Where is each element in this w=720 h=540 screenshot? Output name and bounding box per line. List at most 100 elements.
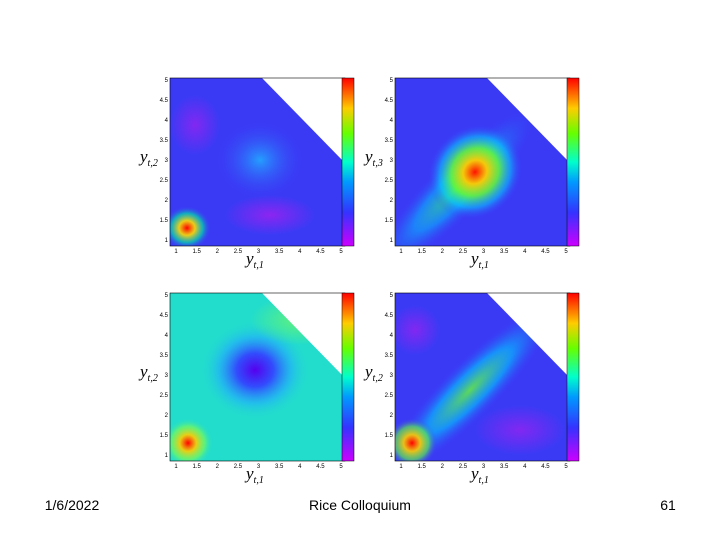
x-tick-label: 1.5 xyxy=(417,464,426,470)
x-tick-label: 3 xyxy=(482,464,486,470)
x-tick-label: 1.5 xyxy=(192,249,201,255)
heatmap-blob xyxy=(395,305,440,355)
x-tick-label: 2.5 xyxy=(234,464,243,470)
x-tick-label: 1 xyxy=(174,464,178,470)
y-tick-label: 1.5 xyxy=(160,433,169,439)
heatmap-blob xyxy=(200,320,310,420)
y-tick-label: 4.5 xyxy=(385,98,394,104)
y-tick-label: 1 xyxy=(390,453,394,459)
heatmap xyxy=(395,78,570,246)
x-tick-label: 2 xyxy=(441,464,445,470)
x-tick-label: 3.5 xyxy=(275,464,284,470)
heatmap xyxy=(170,78,345,246)
x-tick-label: 1 xyxy=(174,249,178,255)
y-tick-label: 2.5 xyxy=(160,393,169,399)
x-tick-label: 1 xyxy=(399,249,403,255)
empty-region xyxy=(487,293,570,378)
heatmap-panel: 1 1.5 2 2.5 3 3.5 4 4.5 511.522.533.544.55yt,1yt… xyxy=(138,292,355,486)
x-tick-label: 2 xyxy=(216,464,220,470)
x-tick-label: 2 xyxy=(216,249,220,255)
y-tick-label: 2.5 xyxy=(385,393,394,399)
x-tick-label: 2.5 xyxy=(234,249,243,255)
x-tick-label: 4.5 xyxy=(541,464,550,470)
heatmap-panel: 1 1.5 2 2.5 3 3.5 4 4.5 511.522.533.544.55yt,1yt… xyxy=(138,77,355,271)
x-tick-label: 4.5 xyxy=(316,249,325,255)
axis-var: y xyxy=(138,362,148,381)
x-tick-label: 4 xyxy=(298,249,302,255)
color-bar xyxy=(341,292,355,462)
axis-var: y xyxy=(244,249,254,268)
heatmap-blob xyxy=(475,405,565,455)
y-tick-label: 2 xyxy=(390,413,394,419)
x-tick-label: 3.5 xyxy=(500,249,509,255)
y-tick-label: 3.5 xyxy=(385,138,394,144)
heatmap-blob xyxy=(170,206,211,246)
footer-title: Rice Colloquium xyxy=(309,497,411,513)
x-tick-label: 4.5 xyxy=(316,464,325,470)
heatmap-blob xyxy=(427,124,523,220)
axis-var: y xyxy=(363,362,373,381)
y-tick-label: 3.5 xyxy=(385,353,394,359)
axis-sub: t,1 xyxy=(254,260,264,271)
y-tick-label: 5 xyxy=(390,293,394,299)
y-tick-label: 3.5 xyxy=(160,138,169,144)
x-tick-label: 3 xyxy=(257,464,261,470)
axis-sub: t,1 xyxy=(479,475,489,486)
x-tick-label: 5 xyxy=(339,464,343,470)
y-tick-label: 4.5 xyxy=(160,313,169,319)
heatmap-panel: 1 1.5 2 2.5 3 3.5 4 4.5 511.522.533.544.55yt,1yt… xyxy=(363,77,580,271)
y-tick-label: 5 xyxy=(390,78,394,84)
color-bar xyxy=(566,77,580,247)
y-tick-label: 3 xyxy=(165,373,169,379)
color-bar xyxy=(566,292,580,462)
y-tick-label: 1 xyxy=(165,453,169,459)
x-tick-label: 2 xyxy=(441,249,445,255)
x-tick-label: 4.5 xyxy=(541,249,550,255)
heatmap-blob xyxy=(170,418,213,461)
y-tick-label: 2 xyxy=(165,198,169,204)
axis-var: y xyxy=(363,147,373,166)
axis-sub: t,3 xyxy=(373,158,383,169)
x-tick-label: 4 xyxy=(298,464,302,470)
footer-date: 1/6/2022 xyxy=(45,497,100,513)
x-tick-label: 4 xyxy=(523,249,527,255)
x-tick-label: 3.5 xyxy=(275,249,284,255)
y-tick-label: 4.5 xyxy=(160,98,169,104)
x-tick-label: 2.5 xyxy=(459,249,468,255)
x-tick-label: 3 xyxy=(482,249,486,255)
x-axis-label: yt,1 xyxy=(469,249,489,271)
y-axis-label: yt,2 xyxy=(363,362,383,384)
empty-region xyxy=(262,293,345,378)
x-tick-label: 1 xyxy=(399,464,403,470)
y-tick-label: 3.5 xyxy=(160,353,169,359)
axis-var: y xyxy=(469,464,479,483)
x-tick-label: 3 xyxy=(257,249,261,255)
color-bar xyxy=(341,77,355,247)
y-axis-label: yt,2 xyxy=(138,147,158,169)
empty-region xyxy=(262,78,345,163)
x-tick-label: 5 xyxy=(564,249,568,255)
y-axis-label: yt,2 xyxy=(138,362,158,384)
axis-sub: t,1 xyxy=(479,260,489,271)
heatmap-panel: 1 1.5 2 2.5 3 3.5 4 4.5 511.522.533.544.55yt,1yt… xyxy=(363,292,580,486)
heatmap xyxy=(395,293,570,461)
empty-region xyxy=(487,78,570,163)
axis-var: y xyxy=(138,147,148,166)
y-tick-label: 3 xyxy=(390,158,394,164)
x-tick-label: 1.5 xyxy=(417,249,426,255)
heatmap-blob xyxy=(395,418,437,461)
heatmap-blob xyxy=(225,195,315,235)
y-tick-label: 3 xyxy=(390,373,394,379)
y-tick-label: 4 xyxy=(390,333,394,339)
y-tick-label: 4.5 xyxy=(385,313,394,319)
x-axis-label: yt,1 xyxy=(244,249,264,271)
heatmap-blob xyxy=(170,95,220,155)
x-tick-label: 5 xyxy=(564,464,568,470)
y-tick-label: 5 xyxy=(165,78,169,84)
x-axis-label: yt,1 xyxy=(469,464,489,486)
y-tick-label: 2.5 xyxy=(385,178,394,184)
x-tick-label: 3.5 xyxy=(500,464,509,470)
y-tick-label: 1.5 xyxy=(160,218,169,224)
y-tick-label: 1.5 xyxy=(385,218,394,224)
